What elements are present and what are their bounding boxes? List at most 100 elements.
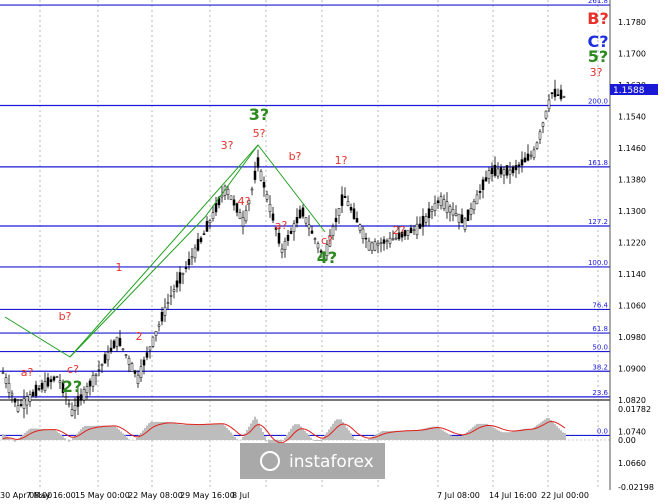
oscillator-bar [382,430,384,440]
oscillator-bar [100,425,102,440]
oscillator-bar [544,419,546,440]
oscillator-bar [88,425,90,440]
candle-body [58,380,62,383]
candle-body [88,380,92,387]
oscillator-bar [334,420,336,440]
candle-body [334,217,338,223]
oscillator-bar [286,434,288,440]
oscillator-bar [98,425,100,440]
wave-label: 1? [335,154,348,167]
oscillator-bar [500,431,502,440]
oscillator-bar [244,433,246,440]
oscillator-bar [74,435,76,440]
candle-body [109,347,113,352]
oscillator-bar [526,428,528,440]
wave-label: 2? [393,224,406,237]
oscillator-bar [198,424,200,440]
oscillator-bar [510,431,512,440]
candle-body [103,354,107,364]
candle-body [244,210,248,222]
candle-body [25,396,29,406]
oscillator-bar [194,424,196,440]
candle-body [202,233,206,235]
candle-body [379,242,383,244]
y-tick-label: 1.0980 [618,333,646,342]
candle-body [403,230,407,237]
candle-body [133,370,137,374]
oscillator-bar [448,434,450,440]
candle-body [499,167,503,175]
x-tick-label: 8 Jul [232,491,249,500]
candle-body [553,88,557,97]
candle-body [121,348,125,351]
candle-body [256,157,260,168]
oscillator-bar [496,429,498,440]
oscillator-bar [548,418,550,440]
candle-body [112,340,116,349]
y-tick-label: 1.1060 [618,302,646,311]
oscillator-bar [466,432,468,440]
oscillator-bar [212,423,214,440]
oscillator-bar [486,423,488,440]
oscillator-bar [412,430,414,440]
oscillator-bar [350,433,352,440]
fib-level-label: 76.4 [592,301,608,309]
fib-level-label: 161.8 [588,159,608,167]
candle-body [550,92,554,94]
fib-level-label: 127.2 [588,218,608,226]
candle-body [229,195,233,200]
x-tick-label: 7 May 16:00 [26,491,76,500]
oscillator-bar [416,430,418,440]
oscillator-bar [310,437,312,440]
x-tick-label: 30 Apr 08:00 [0,491,52,500]
oscillator-bar [128,439,130,440]
oscillator-bar [112,425,114,440]
candle-body [211,212,215,219]
oscillator-bar [408,430,410,440]
oscillator-bar [554,424,556,440]
candle-body [331,226,335,236]
candle-body [385,240,389,243]
oscillator-bar [178,424,180,440]
oscillator-bar [388,430,390,440]
oscillator-bar [54,429,56,440]
watermark-logo-icon [260,451,280,471]
candle-body [100,364,104,366]
candle-body [514,165,518,171]
oscillator-bar [124,435,126,440]
oscillator-bar [144,428,146,440]
axes: 1.17801.17001.16201.15401.14601.13801.13… [0,0,654,500]
candle-body [64,396,68,398]
candle-body [118,338,122,346]
oscillator-bar [56,431,58,440]
candle-body [19,404,23,406]
oscillator-bar [242,436,244,440]
y-tick-label: 1.0740 [618,428,646,437]
oscillator-bar [300,426,302,440]
candle-body [304,217,308,224]
oscillator-bar [484,423,486,440]
oscillator-bar [562,432,564,440]
oscillator-bar [302,428,304,440]
y-tick-label: 1.0900 [618,365,646,374]
oscillator-bar [52,429,54,440]
candle-body [367,240,371,251]
candle-body [508,169,512,175]
candle-body [445,201,449,213]
oscillator-bar [68,440,70,442]
oscillator-bar [508,432,510,440]
candle-body [436,200,440,203]
oscillator-bar [252,420,254,440]
candle-body [394,237,398,240]
candle-body [85,386,89,394]
oscillator-tick-label: 0.00 [618,436,636,445]
oscillator-bar [184,424,186,440]
oscillator-bar [288,431,290,440]
oscillator-bar [38,428,40,440]
oscillator-bar [90,425,92,440]
oscillator-bar [434,426,436,440]
oscillator-bar [474,425,476,440]
oscillator-bar [524,428,526,440]
oscillator-bar [72,438,74,440]
candle-body [382,239,386,244]
